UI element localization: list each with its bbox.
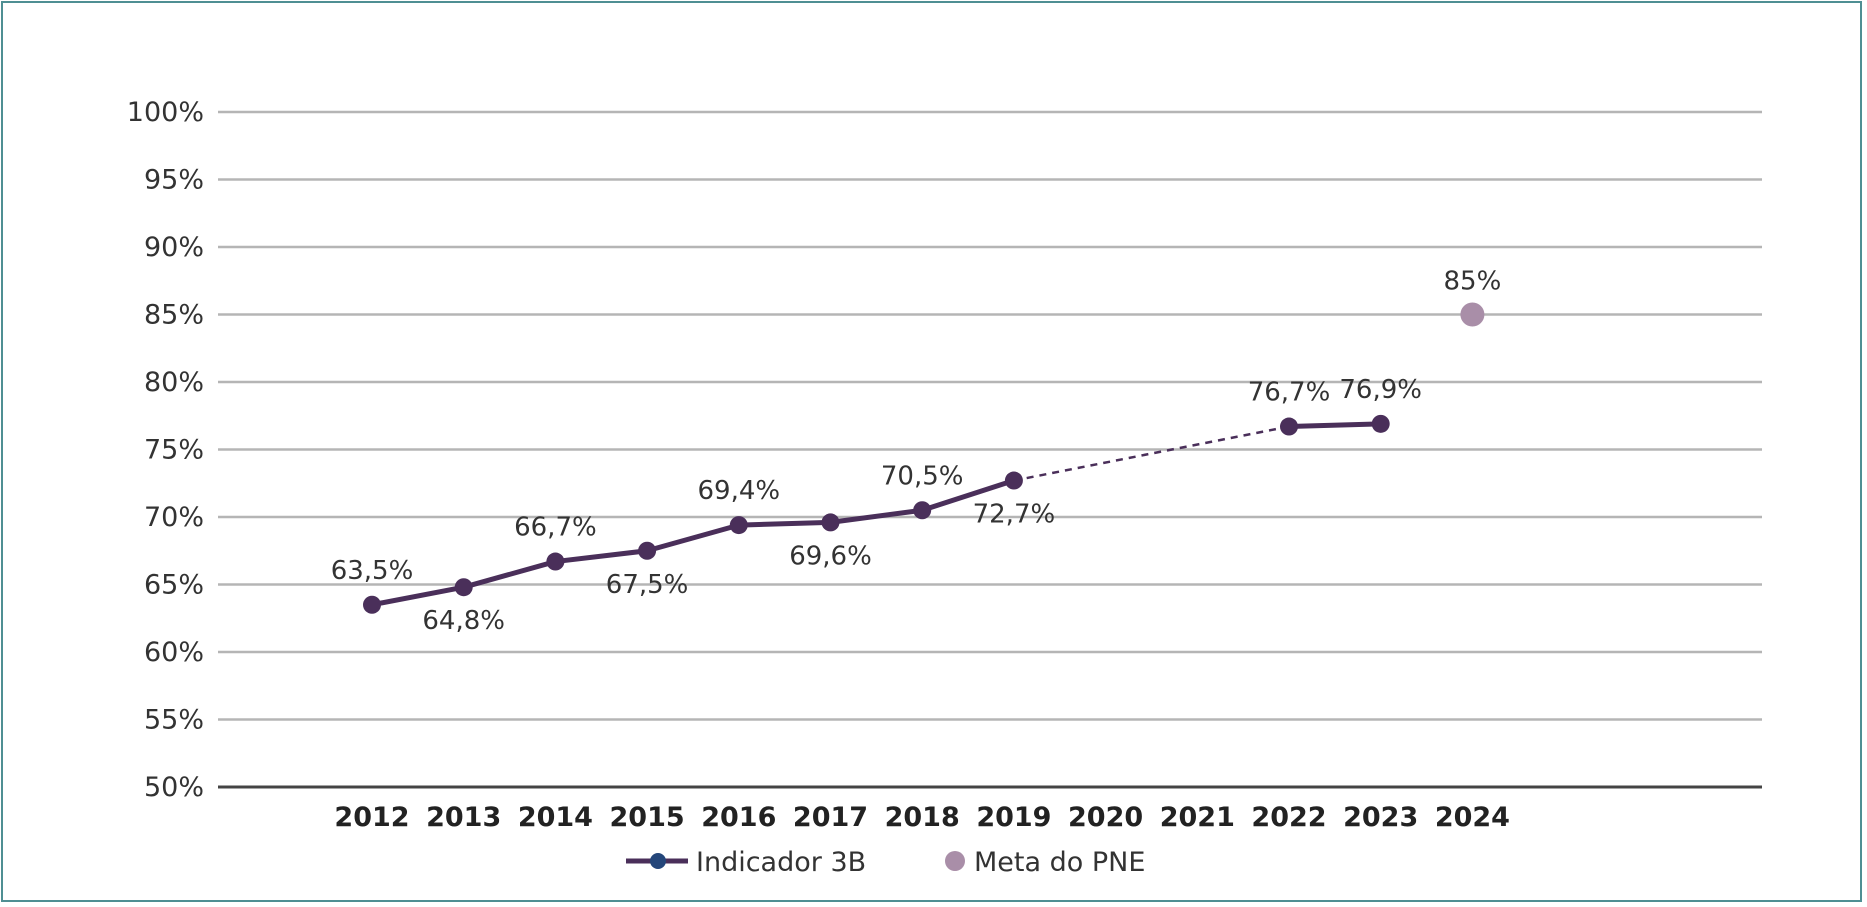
- data-label: 70,5%: [881, 461, 964, 491]
- data-label: 67,5%: [606, 570, 689, 600]
- indicador-3b-point: [1004, 471, 1023, 490]
- data-label: 69,6%: [789, 541, 872, 571]
- y-tick-label: 55%: [144, 705, 204, 736]
- indicador-3b-dashed-line: [1013, 425, 1290, 482]
- legend-label: Meta do PNE: [974, 847, 1145, 878]
- legend-marker-meta-pne: [945, 851, 965, 871]
- data-label: 76,7%: [1248, 378, 1331, 408]
- y-tick-label: 95%: [144, 165, 204, 196]
- indicador-3b-point: [821, 513, 840, 532]
- data-label: 64,8%: [422, 606, 505, 636]
- data-label: 76,9%: [1339, 375, 1422, 405]
- x-tick-label: 2019: [976, 802, 1051, 833]
- data-label: 66,7%: [514, 513, 597, 543]
- x-tick-label: 2021: [1160, 802, 1235, 833]
- x-tick-label: 2014: [518, 802, 593, 833]
- data-label: 85%: [1444, 267, 1502, 297]
- y-tick-label: 100%: [127, 97, 204, 128]
- x-tick-label: 2022: [1251, 802, 1326, 833]
- indicador-3b-point: [1371, 414, 1390, 433]
- x-tick-label: 2012: [334, 802, 409, 833]
- y-tick-label: 90%: [144, 232, 204, 263]
- data-label: 69,4%: [697, 476, 780, 506]
- indicador-3b-point: [638, 541, 657, 560]
- legend-label: Indicador 3B: [696, 847, 866, 878]
- indicador-3b-point: [546, 552, 565, 571]
- y-tick-label: 85%: [144, 300, 204, 331]
- data-label: 72,7%: [973, 500, 1056, 530]
- x-tick-label: 2016: [701, 802, 776, 833]
- y-tick-label: 75%: [144, 435, 204, 466]
- indicador-3b-line: [371, 478, 1015, 608]
- x-tick-label: 2023: [1343, 802, 1418, 833]
- legend-marker-indicador-3b: [650, 853, 666, 869]
- meta-pne-point: [1460, 302, 1485, 327]
- indicador-3b-point: [454, 578, 473, 597]
- x-axis: 2012 2013 2014 2015 2016 2017 2018 2019 2020 2021…: [334, 802, 1510, 833]
- indicador-3b-line: [1288, 421, 1381, 430]
- indicador-3b-point: [1280, 417, 1298, 436]
- indicador-3b-point: [729, 516, 748, 535]
- y-tick-label: 65%: [144, 570, 204, 601]
- x-tick-label: 2018: [885, 802, 960, 833]
- x-tick-label: 2017: [793, 802, 868, 833]
- legend: Indicador 3B Meta do PNE: [626, 847, 1145, 878]
- data-label: 63,5%: [331, 556, 414, 586]
- x-tick-label: 2013: [426, 802, 501, 833]
- y-tick-label: 50%: [144, 772, 204, 803]
- x-tick-label: 2020: [1068, 802, 1143, 833]
- gridlines: [218, 110, 1762, 789]
- series-lines: [371, 421, 1381, 608]
- y-tick-label: 70%: [144, 502, 204, 533]
- series-points: [363, 302, 1485, 614]
- indicador-3b-point: [363, 595, 381, 614]
- y-axis: 50% 55% 60% 65% 70% 75% 80% 85% 90% 95% 100%: [127, 97, 204, 803]
- y-tick-label: 80%: [144, 367, 204, 398]
- y-tick-label: 60%: [144, 637, 204, 668]
- x-tick-label: 2024: [1435, 802, 1510, 833]
- x-tick-label: 2015: [610, 802, 685, 833]
- indicador-3b-point: [913, 501, 932, 520]
- data-labels: 63,5% 64,8% 66,7% 67,5% 69,4% 69,6% 70,5% 72,7%…: [331, 267, 1502, 637]
